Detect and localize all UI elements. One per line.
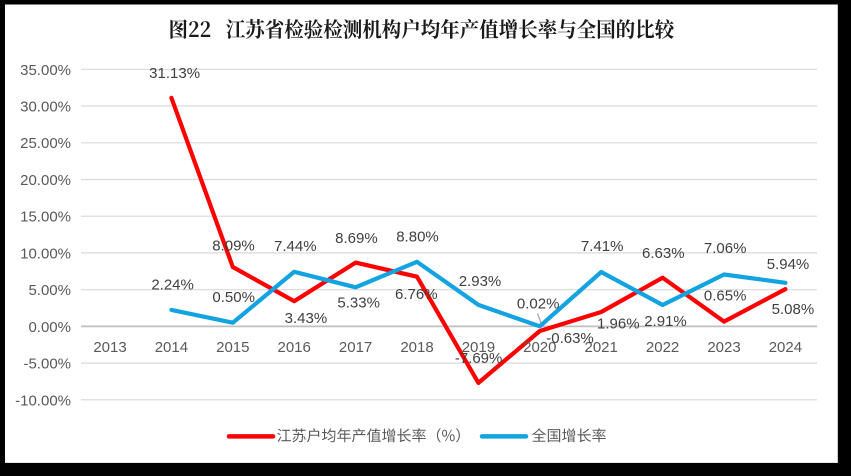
svg-text:2013: 2013 xyxy=(93,339,126,356)
svg-text:3.43%: 3.43% xyxy=(285,310,328,327)
svg-text:2016: 2016 xyxy=(278,339,311,356)
svg-text:2019: 2019 xyxy=(462,339,495,356)
svg-text:7.41%: 7.41% xyxy=(581,238,624,255)
svg-text:2.91%: 2.91% xyxy=(644,313,687,330)
svg-text:2020: 2020 xyxy=(523,339,556,356)
svg-text:2022: 2022 xyxy=(646,339,679,356)
svg-text:2014: 2014 xyxy=(155,339,188,356)
svg-text:-5.00%: -5.00% xyxy=(23,356,71,373)
svg-text:5.33%: 5.33% xyxy=(337,294,380,311)
svg-text:10.00%: 10.00% xyxy=(20,245,71,262)
svg-text:20.00%: 20.00% xyxy=(20,172,71,189)
svg-text:2015: 2015 xyxy=(216,339,249,356)
svg-text:8.09%: 8.09% xyxy=(212,237,255,254)
svg-text:35.00%: 35.00% xyxy=(20,62,71,79)
svg-text:25.00%: 25.00% xyxy=(20,135,71,152)
svg-text:7.06%: 7.06% xyxy=(704,240,747,257)
svg-text:2024: 2024 xyxy=(769,339,802,356)
svg-text:6.76%: 6.76% xyxy=(395,286,438,303)
svg-text:2017: 2017 xyxy=(339,339,372,356)
svg-text:2023: 2023 xyxy=(707,339,740,356)
svg-text:0.65%: 0.65% xyxy=(704,288,747,305)
svg-text:31.13%: 31.13% xyxy=(149,65,200,82)
svg-text:-7.69%: -7.69% xyxy=(455,350,503,367)
svg-text:8.80%: 8.80% xyxy=(396,229,439,246)
svg-text:5.08%: 5.08% xyxy=(772,301,815,318)
svg-text:-10.00%: -10.00% xyxy=(15,392,71,409)
svg-text:0.00%: 0.00% xyxy=(28,319,71,336)
svg-text:7.44%: 7.44% xyxy=(274,238,317,255)
svg-text:1.96%: 1.96% xyxy=(597,316,640,333)
svg-text:5.94%: 5.94% xyxy=(767,256,810,273)
svg-text:2021: 2021 xyxy=(585,339,618,356)
svg-text:5.00%: 5.00% xyxy=(28,282,71,299)
svg-text:2.24%: 2.24% xyxy=(151,276,194,293)
svg-text:-0.63%: -0.63% xyxy=(546,330,594,347)
svg-text:6.63%: 6.63% xyxy=(642,245,685,262)
svg-text:15.00%: 15.00% xyxy=(20,209,71,226)
svg-text:2.93%: 2.93% xyxy=(459,273,502,290)
svg-text:2018: 2018 xyxy=(400,339,433,356)
svg-text:0.02%: 0.02% xyxy=(517,295,560,312)
svg-text:8.69%: 8.69% xyxy=(335,230,378,247)
svg-text:0.50%: 0.50% xyxy=(212,289,255,306)
svg-text:30.00%: 30.00% xyxy=(20,99,71,116)
